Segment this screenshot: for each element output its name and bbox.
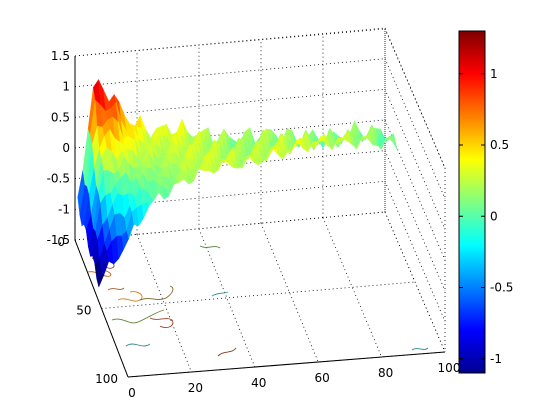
colorbar-tick-label: 1: [490, 67, 498, 81]
contour-line: [139, 285, 174, 301]
z-tick-label: 1.5: [51, 49, 70, 63]
grid-line: [101, 281, 416, 309]
grid-line: [384, 89, 446, 230]
grid-line: [198, 228, 256, 368]
z-tick-label: -1.5: [47, 233, 70, 247]
colorbar: 1 0.5 0 -0.5 -1: [458, 30, 513, 374]
grid-line: [384, 58, 446, 199]
x-axis-line: [127, 351, 446, 378]
colorbar-gradient: [458, 30, 486, 374]
grid-line: [384, 211, 446, 353]
z-axis-ticks: 1.5 1 0.5 0 -0.5 -1 -1.5: [47, 49, 70, 247]
x-tick-label: 0: [128, 386, 136, 400]
contour-line: [149, 317, 174, 329]
z-tick-label: 0: [62, 141, 70, 155]
floor-y-grid: [74, 211, 446, 378]
contour-line: [411, 347, 429, 351]
contour-line: [199, 245, 221, 249]
floor-x-grid: [74, 211, 446, 378]
colorbar-tick-label: -0.5: [490, 281, 513, 295]
contour-line: [125, 343, 151, 347]
contour-line: [117, 291, 143, 302]
surface-patch: [391, 138, 398, 150]
grid-line: [74, 27, 386, 57]
z-tick-label: -0.5: [47, 172, 70, 186]
x-tick-label: 80: [378, 366, 393, 380]
back-top-edge: [74, 28, 386, 57]
grid-line: [136, 234, 192, 373]
y-tick-label: 50: [76, 304, 91, 318]
grid-line: [384, 27, 446, 169]
contour-line: [111, 309, 165, 324]
x-tick-label: 20: [188, 381, 203, 395]
colorbar-tick-label: 0.5: [490, 138, 509, 152]
grid-line: [384, 181, 446, 322]
z-tick-label: 0.5: [51, 110, 70, 124]
axes-box: [74, 27, 446, 378]
y-tick-label: 0: [57, 235, 65, 249]
x-axis-ticks: 0 20 40 60 80 100: [128, 361, 460, 400]
x-tick-label: 40: [251, 376, 266, 390]
z-tick-label: 1: [62, 80, 70, 94]
y-tick-label: 100: [95, 372, 118, 386]
y-axis-line: [74, 239, 129, 378]
z-tick-label: -1: [58, 202, 70, 216]
x-tick-label: 100: [438, 361, 461, 375]
x-tick-label: 60: [315, 371, 330, 385]
grid-line: [384, 119, 446, 261]
y-axis-ticks: 0 50 100: [57, 235, 118, 386]
contour-line: [107, 287, 125, 291]
colorbar-tick-label: -1: [490, 352, 502, 366]
contour-line: [217, 347, 237, 357]
grid-line: [322, 217, 382, 358]
grid-line: [74, 58, 386, 88]
right-wall-z-grid: [384, 27, 446, 353]
contour-line: [211, 291, 229, 297]
floor-contours: [87, 245, 429, 357]
colorbar-ticks: 1 0.5 0 -0.5 -1: [459, 67, 513, 366]
colorbar-tick-label: 0: [490, 209, 498, 223]
surface-mesh: [77, 79, 398, 288]
grid-line: [384, 150, 446, 291]
